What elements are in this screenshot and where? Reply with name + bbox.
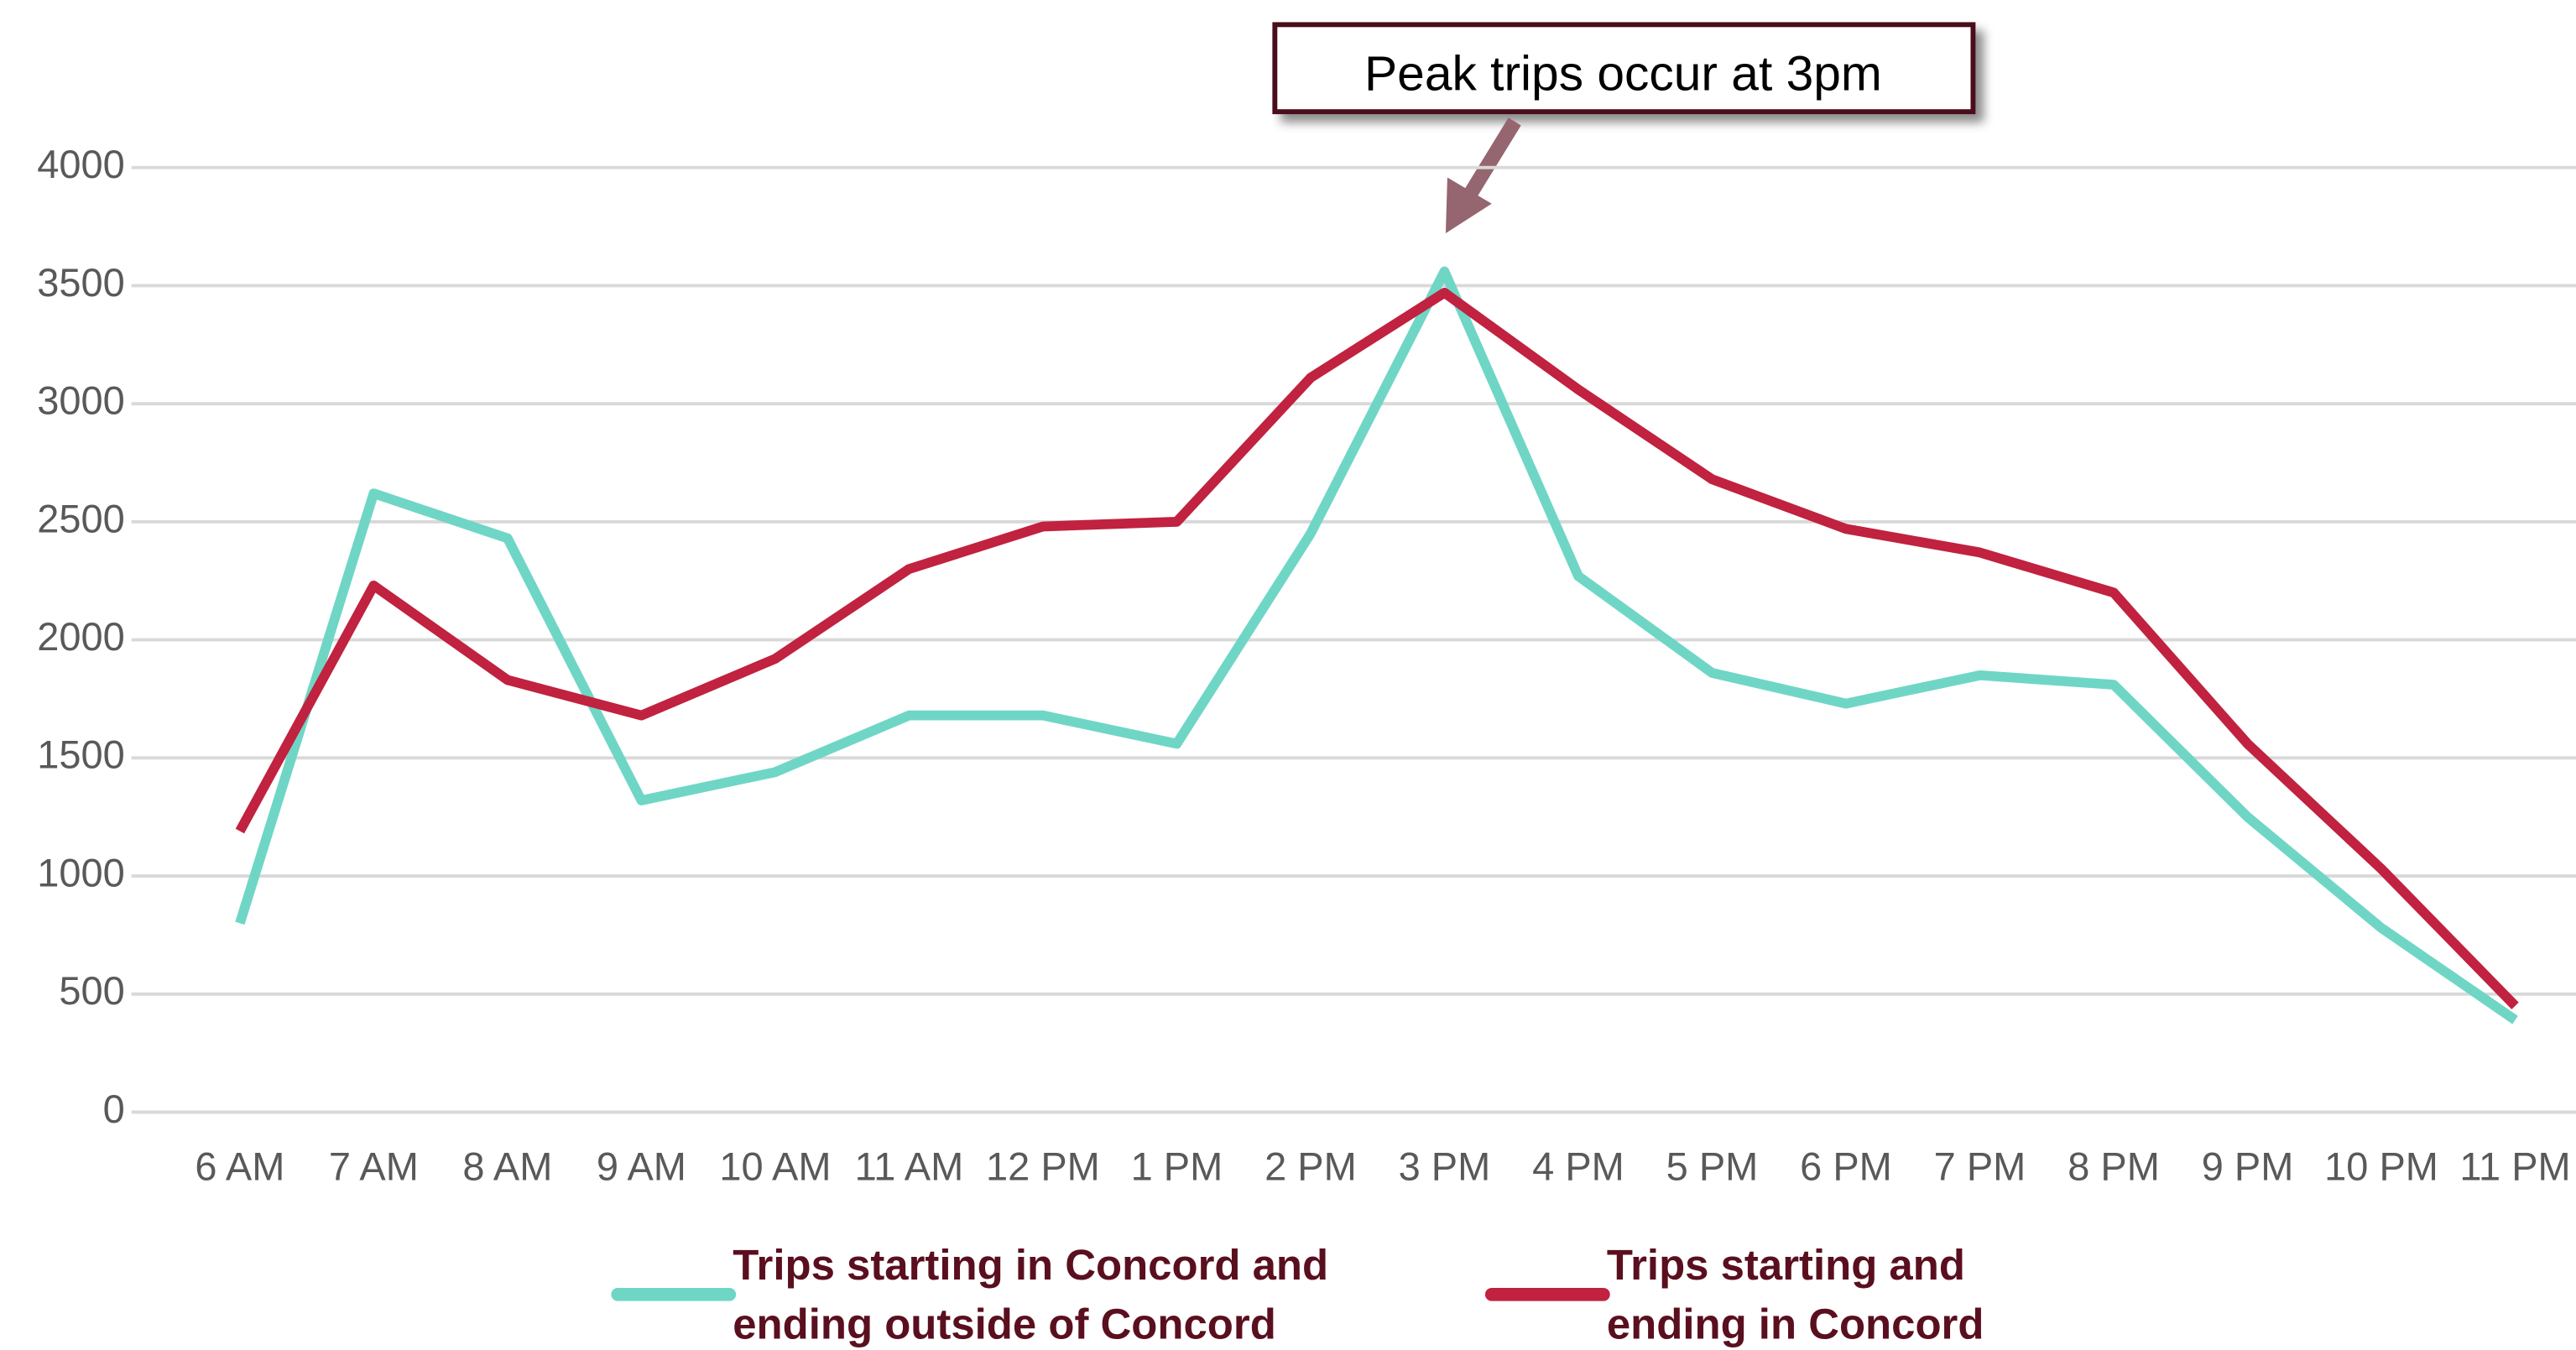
x-tick-label: 3 PM [1399,1144,1491,1188]
y-tick-label: 2500 [37,496,124,540]
y-tick-label: 0 [103,1087,125,1131]
x-tick-label: 11 AM [855,1144,964,1188]
x-tick-label: 8 AM [462,1144,552,1188]
y-tick-label: 2000 [37,614,124,659]
x-tick-label: 10 AM [719,1144,831,1188]
annotation-box [1272,22,1976,115]
x-tick-label: 9 AM [597,1144,686,1188]
annotation: Peak trips occur at 3pm [1364,47,1882,102]
x-tick-label: 9 PM [2202,1144,2294,1188]
line-series [235,266,2518,1024]
x-tick-label: 7 AM [329,1144,419,1188]
annotation-arrow [1463,117,1521,198]
x-tick-label: 5 PM [1666,1144,1759,1188]
annotation-arrowhead [1445,177,1492,234]
x-tick-label: 12 PM [986,1144,1100,1188]
x-tick-label: 2 PM [1265,1144,1357,1188]
x-tick-label: 11 PM [2459,1144,2570,1188]
x-tick-label: 6 AM [195,1144,284,1188]
legend-entry: Trips starting in Concord and ending out… [733,1240,1329,1349]
x-tick-label: 10 PM [2324,1144,2438,1188]
x-tick-label: 4 PM [1532,1144,1624,1188]
legend-label: Trips starting and ending in Concord [1606,1240,1984,1349]
legend-entry: Trips starting and ending in Concord [1606,1240,1984,1349]
x-tick-label: 1 PM [1131,1144,1223,1188]
legend-label: Trips starting in Concord and ending out… [733,1240,1329,1349]
x-tick-label: 8 PM [2068,1144,2160,1188]
grid [131,165,2576,1114]
y-tick-label: 4000 [37,142,124,186]
y-tick-label: 3500 [37,260,124,305]
y-tick-label: 3000 [37,378,124,423]
y-tick-label: 1000 [37,850,124,894]
y-tick-label: 1500 [37,732,124,777]
x-tick-label: 6 PM [1800,1144,1892,1188]
x-tick-label: 7 PM [1934,1144,2026,1188]
line-series [235,288,2519,1009]
y-tick-label: 500 [59,968,124,1013]
